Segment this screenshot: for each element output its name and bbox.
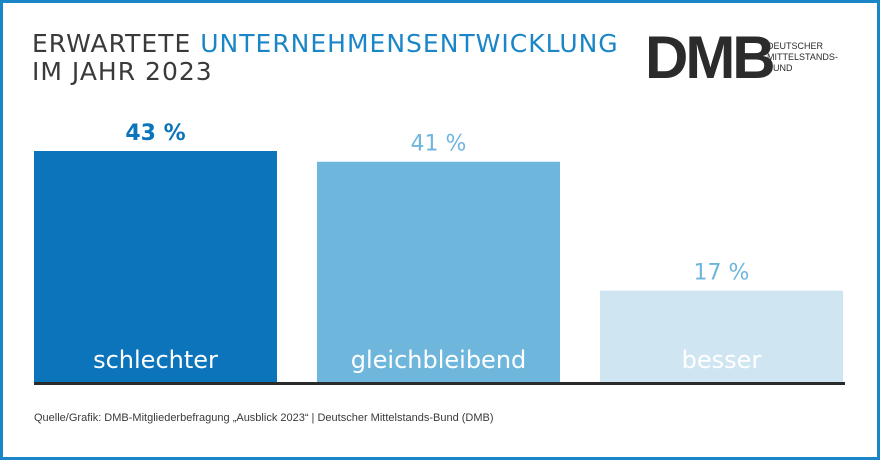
value-label-schlechter: 43 % (125, 121, 185, 146)
value-label-gleichbleibend: 41 % (411, 132, 467, 157)
category-label-gleichbleibend: gleichbleibend (351, 346, 527, 374)
category-label-schlechter: schlechter (93, 346, 218, 374)
category-label-besser: besser (682, 346, 762, 374)
title-part-erwartete: ERWARTETE (32, 29, 192, 58)
bar-schlechter (34, 151, 277, 382)
title-part-year: IM JAHR 2023 (32, 57, 213, 86)
value-label-besser: 17 % (694, 261, 750, 286)
bar-gleichbleibend (317, 161, 560, 382)
dmb-logo-text: DEUTSCHER MITTELSTANDS- BUND (767, 41, 857, 74)
logo-line-1: DEUTSCHER (767, 41, 824, 51)
chart-title: ERWARTETE UNTERNEHMENSENTWICKLUNG IM JAH… (32, 30, 619, 86)
dmb-logo-mark: DMB (645, 24, 776, 91)
logo-line-2: MITTELSTANDS- (767, 52, 838, 62)
source-note: Quelle/Grafik: DMB-Mitgliederbefragung „… (34, 412, 494, 424)
title-part-unternehmensentwicklung: UNTERNEHMENSENTWICKLUNG (200, 29, 619, 58)
bar-besser (600, 290, 843, 382)
bar-chart: 43 % schlechter 41 % gleichbleibend 17 % bess… (34, 121, 845, 385)
logo-line-3: BUND (767, 63, 793, 73)
